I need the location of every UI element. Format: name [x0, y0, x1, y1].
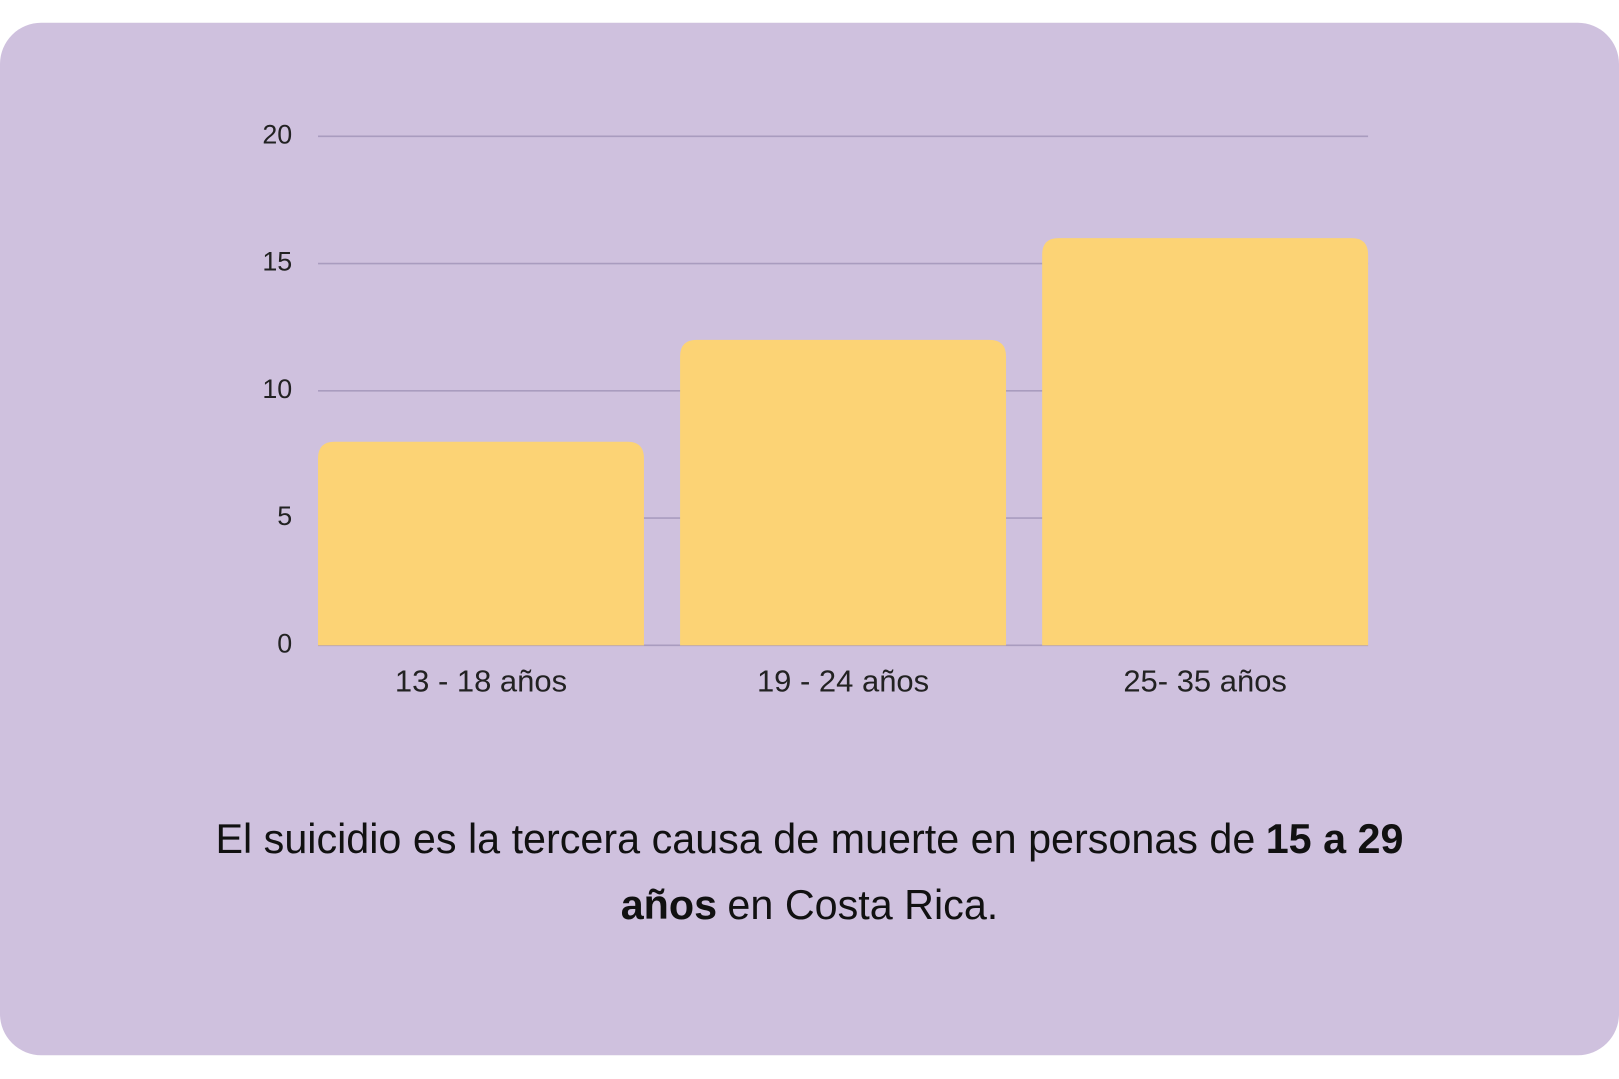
bar — [318, 441, 644, 646]
bar — [680, 339, 1007, 646]
x-tick-label: 13 - 18 años — [395, 664, 567, 699]
caption-text: en Costa Rica. — [727, 882, 998, 928]
bar — [1042, 238, 1369, 646]
x-tick-label: 25- 35 años — [1123, 664, 1287, 699]
y-tick-label: 0 — [277, 628, 292, 658]
caption-line: años en Costa Rica. — [621, 882, 999, 928]
y-tick-label: 5 — [277, 501, 292, 531]
caption-line: El suicidio es la tercera causa de muert… — [215, 816, 1403, 862]
caption-text: El suicidio es la tercera causa de muert… — [215, 816, 1255, 862]
caption-bold: años — [621, 882, 717, 928]
caption-bold: 15 a 29 — [1266, 816, 1404, 862]
y-tick-label: 10 — [262, 374, 292, 404]
x-tick-label: 19 - 24 años — [757, 664, 929, 699]
y-tick-label: 20 — [262, 119, 292, 149]
y-tick-label: 15 — [262, 247, 292, 277]
